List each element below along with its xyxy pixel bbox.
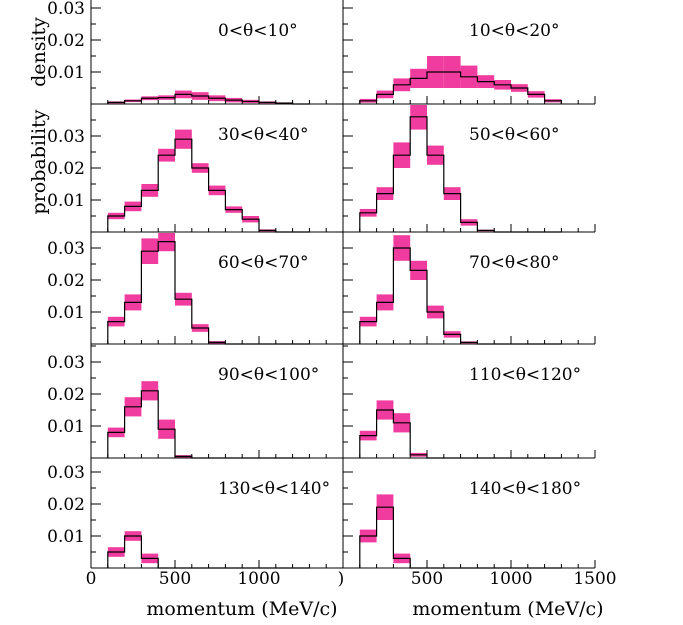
y-tick-label: 0.03: [47, 127, 85, 147]
y-tick-label: 0.01: [47, 191, 85, 211]
y-tick-label: 0.03: [47, 353, 85, 373]
panel-label: 90<θ<100°: [218, 365, 319, 385]
y-axis-title-probability: probability: [28, 109, 50, 214]
y-tick-label: 0.01: [47, 63, 85, 83]
x-tick-label-right: 1000: [489, 569, 532, 589]
x-tick-label-right: 500: [411, 569, 443, 589]
x-tick-label-left: 1000: [237, 569, 280, 589]
histogram-line: [107, 138, 310, 233]
panel-2: [359, 56, 562, 104]
histogram-line: [359, 71, 562, 104]
panel-10: [359, 494, 562, 569]
y-tick-label: 0.03: [47, 0, 85, 19]
panel-label: 140<θ<180°: [469, 479, 581, 499]
y-tick-label: 0.01: [47, 303, 85, 323]
panel-5: [107, 233, 310, 345]
y-tick-label: 0.02: [47, 31, 85, 51]
panel-9: [107, 531, 310, 569]
y-tick-label: 0.02: [47, 495, 85, 515]
panel-6: [359, 235, 562, 345]
panel-label: 30<θ<40°: [218, 125, 309, 145]
y-tick-label: 0.02: [47, 385, 85, 405]
panel-7: [107, 381, 310, 459]
y-tick-label: 0.02: [47, 159, 85, 179]
y-tick-label: 0.03: [47, 463, 85, 483]
panel-4: [359, 105, 562, 233]
y-tick-label: 0.02: [47, 271, 85, 291]
x-tick-label-right: 1500: [573, 569, 616, 589]
panel-8: [359, 400, 562, 459]
x-axis-title-right: momentum (MeV/c): [412, 598, 603, 620]
panel-3: [107, 129, 310, 233]
y-tick-label: 0.03: [47, 239, 85, 259]
panel-label: 110<θ<120°: [469, 365, 581, 385]
panel-label: 0<θ<10°: [218, 21, 298, 41]
panel-label: 10<θ<20°: [469, 21, 560, 41]
panel-label: 70<θ<80°: [469, 253, 560, 273]
y-tick-label: 0.01: [47, 417, 85, 437]
y-axis-title-density: density: [28, 17, 50, 87]
x-tick-label-right: ): [338, 569, 345, 589]
frames-layer: [90, 0, 596, 569]
x-axis-title-left: momentum (MeV/c): [146, 598, 337, 620]
x-tick-label-left: 500: [159, 569, 191, 589]
panel-label: 50<θ<60°: [469, 125, 560, 145]
panel-label: 130<θ<140°: [218, 479, 330, 499]
y-tick-label: 0.01: [47, 527, 85, 547]
labels-layer: density probability momentum (MeV/c) mom…: [28, 0, 617, 620]
x-tick-label-left: 0: [86, 569, 97, 589]
panel-label: 60<θ<70°: [218, 253, 309, 273]
